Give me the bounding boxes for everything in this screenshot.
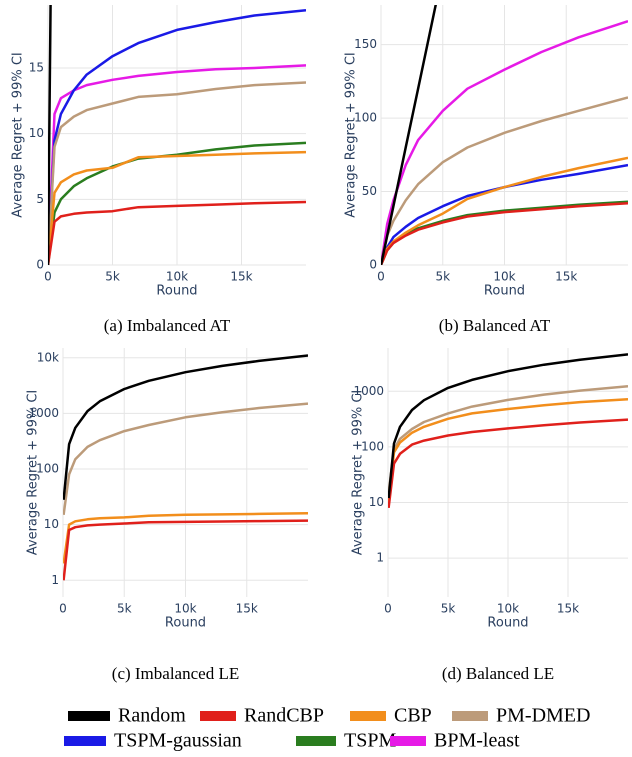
x-tick-label: 0 [377, 270, 385, 284]
x-tick-label: 0 [44, 270, 52, 284]
series-line [63, 402, 308, 515]
y-tick-label: 0 [369, 258, 377, 272]
x-tick-label: 10k [493, 270, 515, 284]
series-line [381, 20, 628, 265]
x-tick-label: 5k [441, 602, 456, 616]
x-axis-title: Round [165, 616, 206, 631]
series-line [63, 512, 308, 564]
x-tick-label: 0 [384, 602, 392, 616]
x-tick-label: 10k [174, 602, 196, 616]
series-line [48, 81, 306, 265]
y-axis-title: Average Regret + 99% CI [351, 390, 366, 555]
series-line [388, 397, 628, 503]
y-tick-label: 5 [36, 192, 44, 206]
y-tick-label: 100 [361, 439, 384, 453]
y-tick-label: 10k [37, 350, 59, 364]
y-tick-label: 50 [362, 184, 377, 198]
series-line [388, 385, 628, 493]
y-tick-label: 1000 [28, 406, 59, 420]
caption: (a) Imbalanced AT [104, 316, 231, 335]
y-tick-label: 1000 [353, 384, 384, 398]
legend-swatch [64, 736, 106, 746]
x-tick-label: 15k [236, 602, 258, 616]
series-line [381, 163, 628, 265]
legend-label: RandCBP [244, 705, 324, 727]
y-tick-label: 10 [29, 126, 44, 140]
x-axis-title: Round [484, 284, 525, 299]
legend-label: Random [118, 705, 186, 727]
series-line [381, 5, 437, 265]
x-tick-label: 5k [435, 270, 450, 284]
plot-area [63, 354, 308, 581]
x-tick-label: 15k [555, 270, 577, 284]
y-axis-title: Average Regret + 99% CI [26, 390, 41, 555]
y-tick-label: 10 [44, 517, 59, 531]
x-tick-label: 15k [557, 602, 579, 616]
series-line [48, 150, 306, 265]
y-tick-label: 150 [354, 37, 377, 51]
series-line [381, 202, 628, 265]
legend-swatch [296, 736, 336, 746]
y-tick-label: 1 [51, 573, 59, 587]
x-tick-label: 10k [166, 270, 188, 284]
legend-label: BPM-least [434, 730, 520, 752]
caption: (c) Imbalanced LE [112, 664, 239, 683]
y-tick-label: 100 [354, 111, 377, 125]
y-tick-label: 15 [29, 61, 44, 75]
series-line [48, 64, 306, 265]
legend-label: PM-DMED [496, 705, 590, 727]
y-tick-label: 1 [376, 551, 384, 565]
x-axis-title: Round [487, 616, 528, 631]
series-line [388, 418, 628, 509]
series-line [381, 96, 628, 265]
legend-swatch [350, 711, 386, 721]
x-tick-label: 5k [105, 270, 120, 284]
x-axis-title: Round [156, 284, 197, 299]
x-tick-label: 10k [497, 602, 519, 616]
x-tick-label: 5k [117, 602, 132, 616]
legend-swatch [452, 711, 488, 721]
legend-swatch [200, 711, 236, 721]
legend-swatch [390, 736, 426, 746]
plot-area [388, 353, 628, 509]
x-tick-label: 0 [59, 602, 67, 616]
y-tick-label: 10 [369, 495, 384, 509]
plot-area [381, 5, 628, 265]
y-tick-label: 0 [36, 258, 44, 272]
caption: (d) Balanced LE [442, 664, 554, 683]
legend-label: TSPM [344, 730, 396, 752]
series-line [48, 9, 306, 265]
legend-swatch [68, 711, 110, 721]
series-line [63, 354, 308, 500]
series-line [48, 200, 306, 265]
plot-area [48, 5, 306, 265]
y-axis-title: Average Regret + 99% CI [11, 52, 26, 217]
legend-label: CBP [394, 705, 432, 727]
y-tick-label: 100 [36, 462, 59, 476]
legend-label: TSPM-gaussian [114, 730, 242, 752]
caption: (b) Balanced AT [439, 316, 551, 335]
x-tick-label: 15k [230, 270, 252, 284]
series-line [388, 353, 628, 499]
series-line [63, 519, 308, 581]
y-axis-title: Average Regret + 99% CI [344, 52, 359, 217]
